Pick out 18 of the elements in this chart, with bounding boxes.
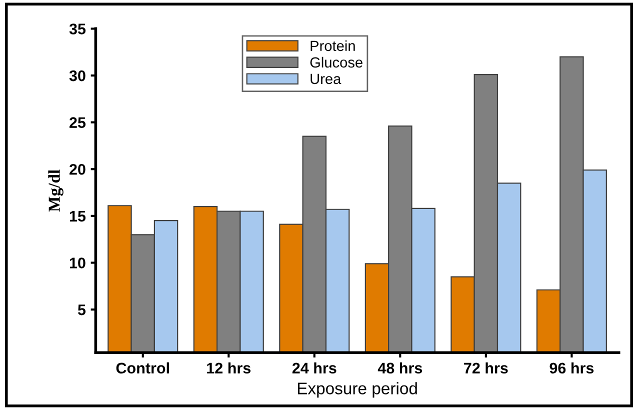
y-tick-label: 20 [70,164,86,175]
x-tick-label: 48 hrs [378,362,422,374]
y-tick-label: 25 [70,117,86,128]
y-tick-label: 5 [78,304,86,316]
x-tick-label: 72 hrs [464,362,508,374]
legend-label: Urea [310,74,342,84]
y-tick-label: 30 [69,70,86,82]
x-tick-label: 12 hrs [207,362,251,374]
y-tick-label: 35 [69,24,86,34]
y-tick-label: 15 [70,210,86,222]
legend-label: Glucose [310,56,362,68]
x-tick-label: 96 hrs [550,362,594,374]
x-tick-label: Control [116,362,169,374]
y-axis-title: Mg/dl [48,170,64,212]
x-axis-title: Exposure period [298,382,417,398]
x-tick-label: 24 hrs [292,362,336,374]
y-tick-label: 10 [70,258,86,268]
legend-label: Protein [310,40,355,52]
